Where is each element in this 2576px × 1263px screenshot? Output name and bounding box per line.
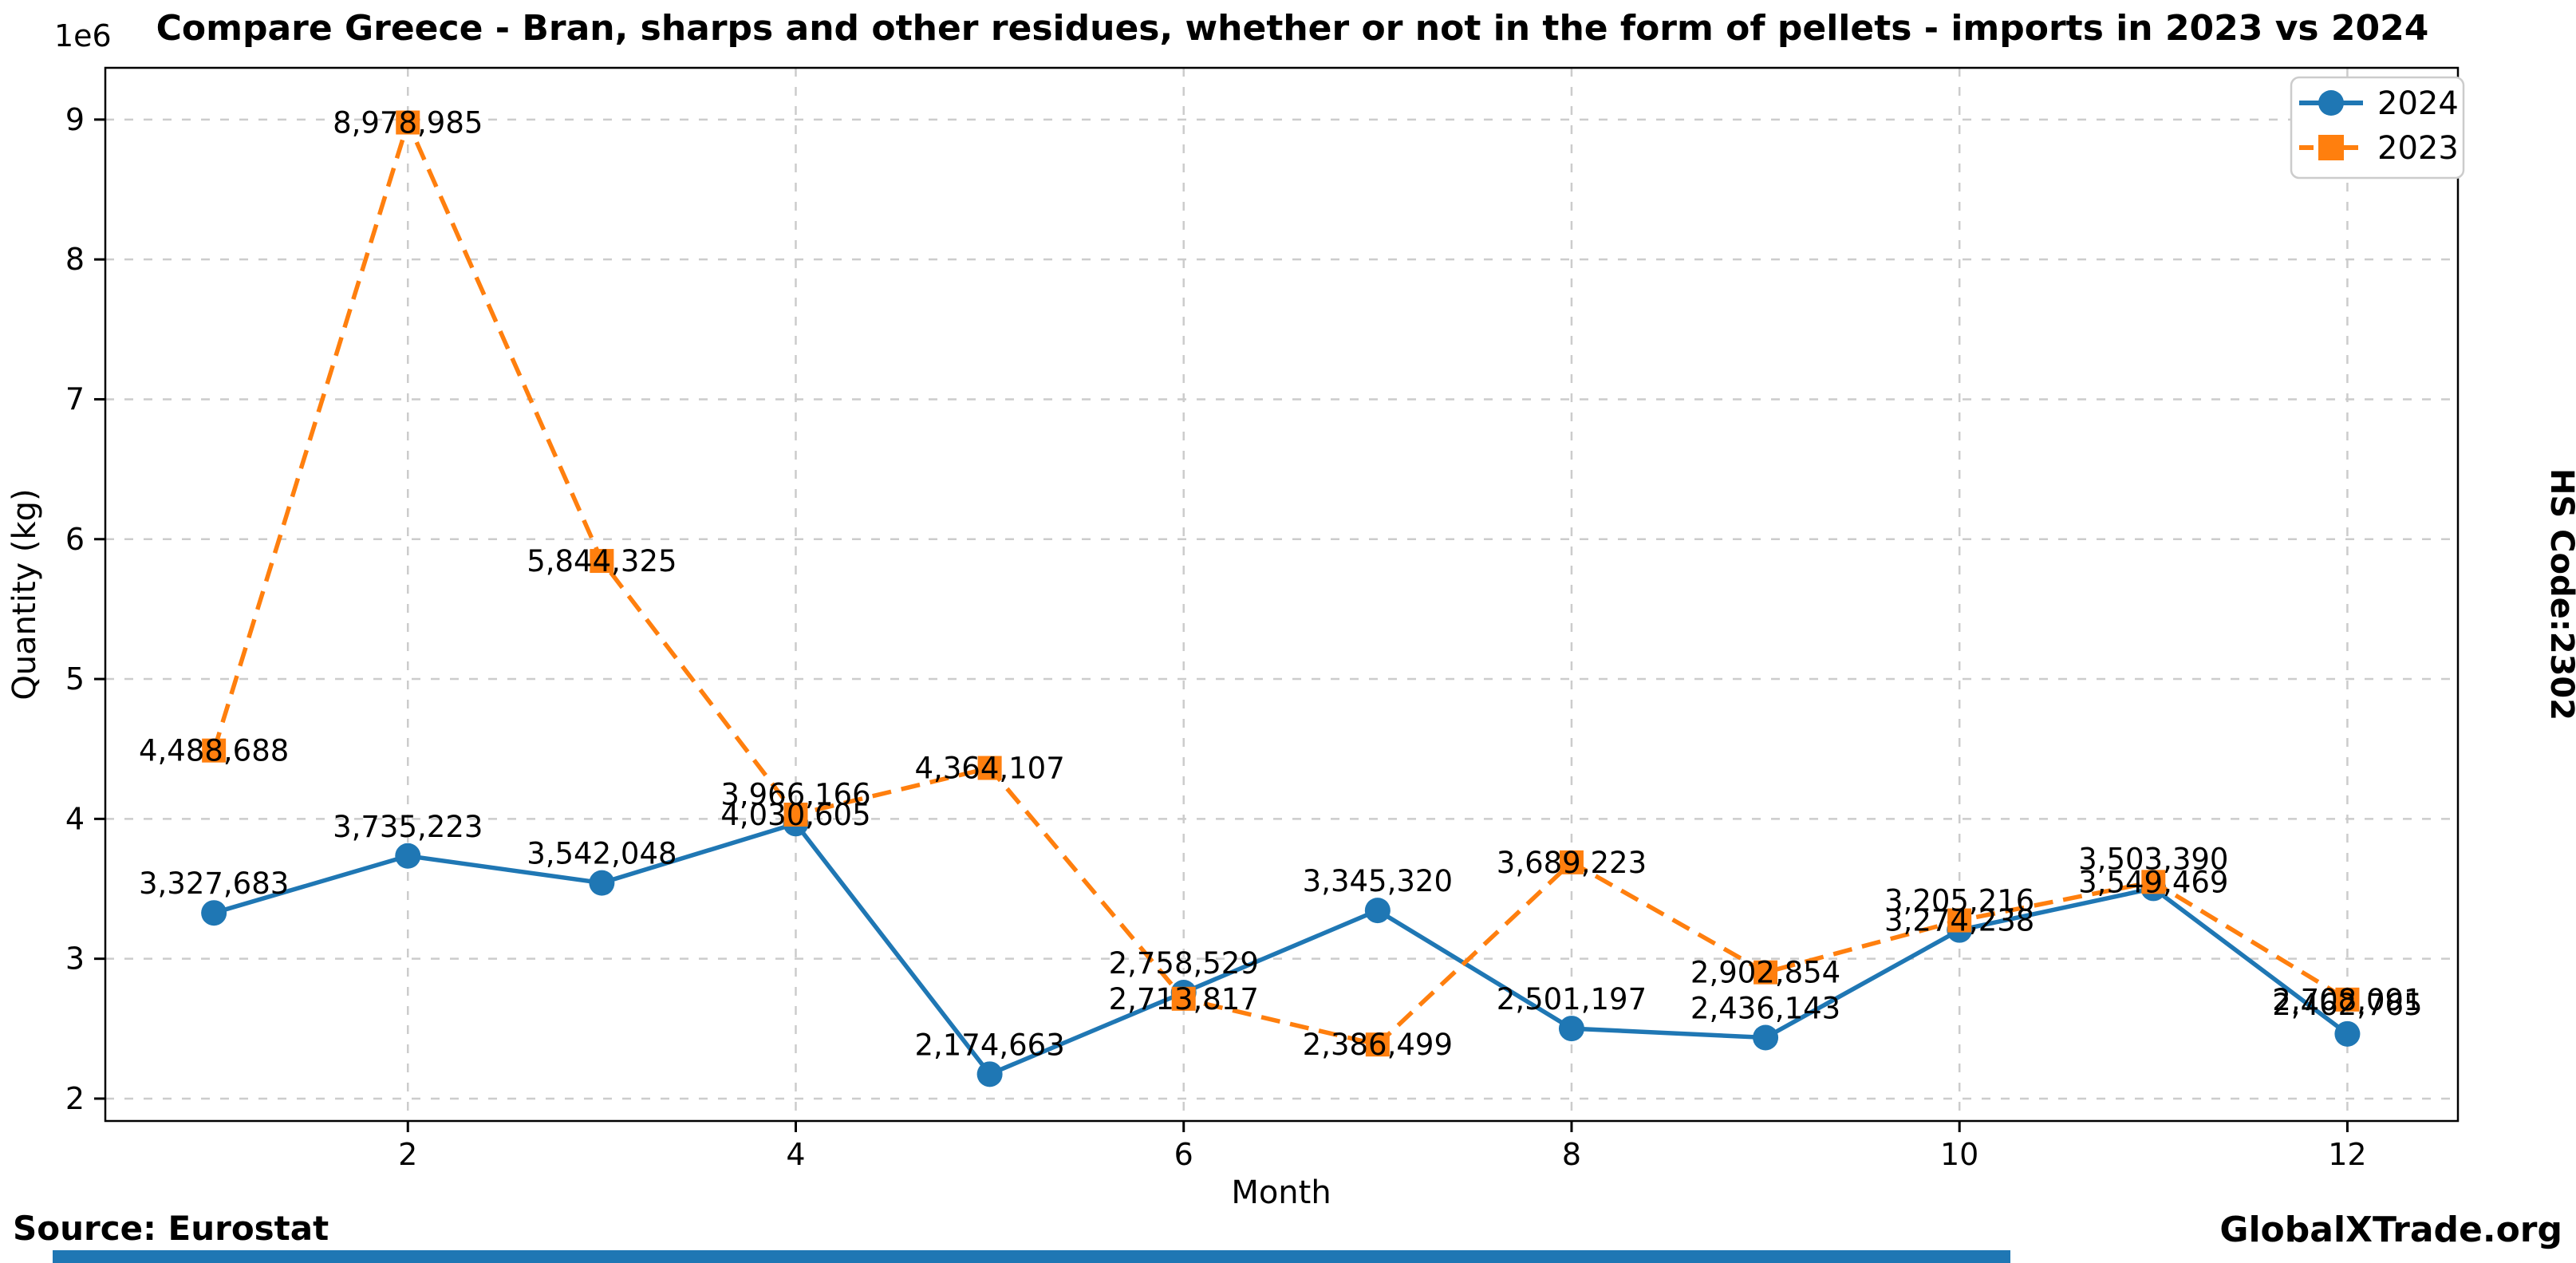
- x-tick-label-2: 2: [398, 1137, 417, 1172]
- chart-title: Compare Greece - Bran, sharps and other …: [156, 8, 2429, 49]
- legend-item-2024: 2024: [2299, 85, 2459, 122]
- legend-item-2023: 2023: [2299, 130, 2459, 167]
- marker-2023-m3: [590, 549, 614, 574]
- legend-circle-marker-icon: [2318, 90, 2344, 116]
- data-label-2023-m7: 2,386,499: [1303, 1028, 1453, 1062]
- brand-label: GlobalXTrade.org: [2219, 1210, 2562, 1250]
- legend-label-2023: 2023: [2377, 130, 2459, 167]
- marker-2023-m11: [2141, 870, 2166, 894]
- data-label-2024-m3: 3,542,048: [527, 837, 677, 871]
- marker-2023-m5: [977, 756, 1002, 780]
- bottom-accent-bar: [53, 1250, 2010, 1263]
- y-tick-label-8: 8: [65, 242, 85, 277]
- marker-2024-m5: [976, 1061, 1003, 1087]
- x-tick-label-12: 12: [2328, 1137, 2366, 1172]
- data-label-2023-m1: 4,488,688: [139, 734, 289, 768]
- series-2024-line: [213, 821, 2349, 1077]
- marker-2024-m3: [589, 870, 615, 896]
- data-label-2023-m11: 3,549,469: [2078, 865, 2228, 899]
- marker-2023-m8: [1559, 850, 1584, 874]
- legend-label-2024: 2024: [2377, 85, 2459, 122]
- plot-area: [104, 66, 2460, 1123]
- marker-2023-m10: [1947, 908, 1972, 933]
- data-label-2023-m3: 5,844,325: [527, 544, 677, 578]
- x-tick-label-6: 6: [1174, 1137, 1193, 1172]
- data-label-2024-m2: 3,735,223: [333, 810, 483, 844]
- x-tick-label-8: 8: [1562, 1137, 1581, 1172]
- series-2023-line: [211, 116, 2349, 1048]
- marker-2023-m12: [2335, 987, 2360, 1012]
- data-label-2024-m8: 2,501,197: [1497, 982, 1647, 1016]
- y-tick-label-5: 5: [65, 661, 85, 697]
- marker-2024-m8: [1558, 1016, 1584, 1042]
- data-label-layer: 3,327,683 3,735,223 3,542,048 3,966,166 2,17…: [139, 106, 2423, 1063]
- y-tick-label-9: 9: [65, 102, 85, 137]
- marker-2023-m6: [1171, 986, 1196, 1011]
- marker-2024-m7: [1364, 898, 1391, 924]
- marker-2023-m9: [1753, 960, 1778, 985]
- source-label: Source: Eurostat: [13, 1209, 329, 1248]
- marker-2024-m2: [395, 843, 421, 869]
- y-tick-label-7: 7: [65, 381, 85, 416]
- marker-2023-m1: [202, 738, 227, 763]
- data-label-2024-m1: 3,327,683: [139, 866, 289, 901]
- y-tick-label-3: 3: [65, 941, 85, 977]
- marker-2023-m2: [396, 110, 420, 135]
- x-tick-label-10: 10: [1940, 1137, 1978, 1172]
- legend-square-marker-icon: [2318, 135, 2344, 160]
- marker-2024-m12: [2334, 1020, 2361, 1047]
- data-label-2023-m12: 2,708,091: [2272, 983, 2422, 1017]
- data-label-2023-m9: 2,902,854: [1690, 956, 1840, 990]
- hs-code-label: HS Code:2302: [2543, 468, 2576, 720]
- data-label-2024-m6: 2,758,529: [1109, 946, 1259, 981]
- y-tick-label-4: 4: [65, 801, 85, 836]
- data-label-2024-m12: 2,462,765: [2272, 988, 2422, 1022]
- data-label-2024-m11: 3,503,390: [2078, 842, 2228, 876]
- series-layer: [201, 110, 2361, 1087]
- data-label-2023-m5: 4,364,107: [914, 752, 1064, 786]
- data-label-2023-m4: 4,030,605: [720, 798, 870, 832]
- axis-layer: 2 4 6 8 10 12 2 3 4 5 6 7 8 9: [65, 102, 2367, 1172]
- data-label-2023-m2: 8,978,985: [333, 106, 483, 140]
- marker-2023-m4: [783, 802, 808, 827]
- y-tick-label-2: 2: [65, 1081, 85, 1116]
- legend: 2024 2023: [2290, 76, 2465, 180]
- y-tick-label-6: 6: [65, 522, 85, 557]
- data-label-2023-m10: 3,274,238: [1884, 904, 2034, 938]
- data-label-2024-m7: 3,345,320: [1303, 864, 1453, 898]
- data-label-2024-m10: 3,205,216: [1884, 884, 2034, 918]
- grid-layer: [105, 68, 2458, 1121]
- data-label-2024-m4: 3,966,166: [720, 777, 870, 811]
- data-label-2024-m9: 2,436,143: [1690, 991, 1840, 1025]
- data-label-2023-m8: 3,689,223: [1497, 846, 1647, 880]
- y-axis-offset-label: 1e6: [54, 18, 112, 53]
- marker-2023-m7: [1365, 1032, 1390, 1057]
- x-tick-label-4: 4: [786, 1137, 805, 1172]
- data-label-2023-m6: 2,713,817: [1109, 982, 1259, 1016]
- x-axis-title: Month: [1231, 1174, 1331, 1211]
- marker-2024-m1: [201, 900, 227, 926]
- data-label-2024-m5: 2,174,663: [914, 1028, 1064, 1062]
- y-axis-title: Quantity (kg): [6, 488, 43, 700]
- marker-2024-m9: [1753, 1024, 1779, 1051]
